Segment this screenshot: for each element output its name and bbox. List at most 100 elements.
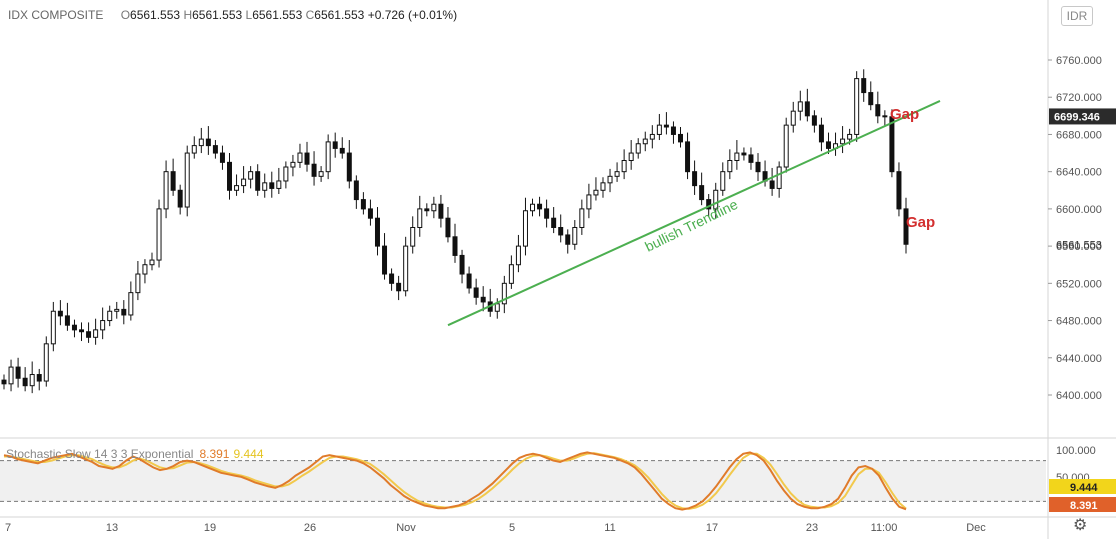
candle-body	[600, 182, 606, 191]
candle-body	[593, 189, 599, 196]
candle-body	[494, 303, 500, 312]
candle-body	[403, 245, 409, 292]
candle-body	[734, 152, 740, 162]
candle-body	[191, 145, 197, 154]
candle-body	[678, 133, 683, 143]
candle-body	[360, 199, 366, 210]
candle-body	[241, 178, 247, 187]
candle-body	[649, 133, 655, 140]
candle-body	[43, 343, 49, 382]
y-tick-label: 6560.000	[1056, 241, 1102, 253]
x-tick-label: 19	[204, 522, 216, 534]
candles	[1, 69, 909, 394]
x-tick-label: 26	[304, 522, 316, 534]
candle-body	[565, 234, 571, 245]
candle-body	[57, 310, 63, 317]
candle-body	[79, 329, 85, 333]
candle-body	[297, 152, 303, 163]
candle-body	[748, 154, 754, 163]
candle-body	[741, 152, 747, 156]
candle-body	[410, 227, 416, 247]
open-label: O	[120, 8, 131, 22]
x-tick-label: 11	[604, 522, 615, 534]
candle-body	[847, 133, 853, 140]
change-value: +0.726 (+0.01%)	[367, 8, 458, 22]
candle-body	[445, 217, 451, 238]
candle-body	[811, 115, 817, 126]
candle-body	[212, 145, 218, 154]
candle-body	[36, 374, 42, 382]
candle-body	[424, 208, 430, 212]
candle-body	[290, 161, 296, 168]
candle-body	[431, 203, 437, 212]
candle-body	[1, 379, 7, 385]
candle-body	[283, 166, 289, 182]
candle-body	[685, 141, 691, 173]
candle-body	[374, 217, 380, 247]
x-tick-label: 17	[706, 522, 718, 534]
candle-body	[614, 171, 620, 177]
candle-body	[177, 189, 183, 208]
stochastic-d-value: 9.444	[233, 447, 264, 461]
candle-body	[417, 208, 423, 228]
stoch-k-tag: 8.391	[1070, 500, 1098, 512]
candle-body	[234, 185, 240, 191]
y-tick-label: 6760.000	[1056, 55, 1102, 67]
x-tick-label: Nov	[396, 522, 416, 534]
candle-body	[184, 152, 190, 208]
candle-body	[755, 161, 761, 173]
candle-body	[522, 210, 528, 247]
candle-body	[219, 152, 225, 163]
bullish-trendline	[447, 100, 941, 327]
candle-body	[452, 236, 458, 256]
close-label: C	[305, 8, 315, 22]
candle-body	[367, 208, 373, 219]
y-tick-label: 6520.000	[1056, 278, 1102, 290]
stochastic-name: Stochastic Slow 14 3 3 Exponential	[6, 447, 194, 461]
ohlc-header: IDX COMPOSITE O6561.553 H6561.553 L6561.…	[8, 8, 457, 22]
x-tick-label: 13	[106, 522, 118, 534]
candle-body	[706, 199, 712, 210]
stoch-d-tag-bg	[1049, 479, 1116, 494]
candle-body	[135, 273, 141, 294]
candle-body	[396, 282, 402, 292]
candle-body	[248, 171, 254, 180]
candle-body	[353, 180, 359, 201]
candle-body	[642, 138, 648, 145]
candle-body	[720, 171, 726, 191]
candle-body	[635, 143, 641, 154]
stoch-k-line	[3, 451, 907, 511]
candle-body	[50, 310, 56, 345]
candle-body	[332, 141, 338, 149]
low-value: 6561.553	[252, 8, 303, 22]
candle-body	[227, 161, 232, 191]
candle-body	[797, 101, 803, 112]
stochastic-legend[interactable]: Stochastic Slow 14 3 3 Exponential 8.391 9…	[6, 447, 264, 461]
candle-body	[515, 245, 521, 266]
candle-body	[438, 203, 444, 219]
x-tick-label: 7	[5, 522, 11, 534]
candle-body	[480, 296, 486, 303]
candle-body	[205, 138, 211, 147]
candle-body	[22, 377, 28, 387]
candle-body	[670, 126, 676, 135]
candle-body	[903, 208, 909, 245]
y-tick-label: 6720.000	[1056, 92, 1102, 104]
currency-button[interactable]: IDR	[1061, 6, 1093, 26]
candle-body	[840, 138, 846, 145]
candle-body	[304, 152, 310, 165]
candle-body	[508, 264, 514, 284]
gear-icon[interactable]: ⚙	[1073, 517, 1088, 534]
candle-body	[114, 308, 120, 312]
candle-body	[149, 259, 155, 266]
candle-body	[875, 104, 881, 117]
candle-body	[318, 171, 324, 177]
candle-body	[882, 115, 888, 118]
candle-body	[607, 175, 613, 184]
candle-body	[473, 287, 479, 298]
candle-body	[269, 182, 275, 189]
candle-body	[727, 160, 733, 173]
candle-body	[572, 227, 578, 245]
